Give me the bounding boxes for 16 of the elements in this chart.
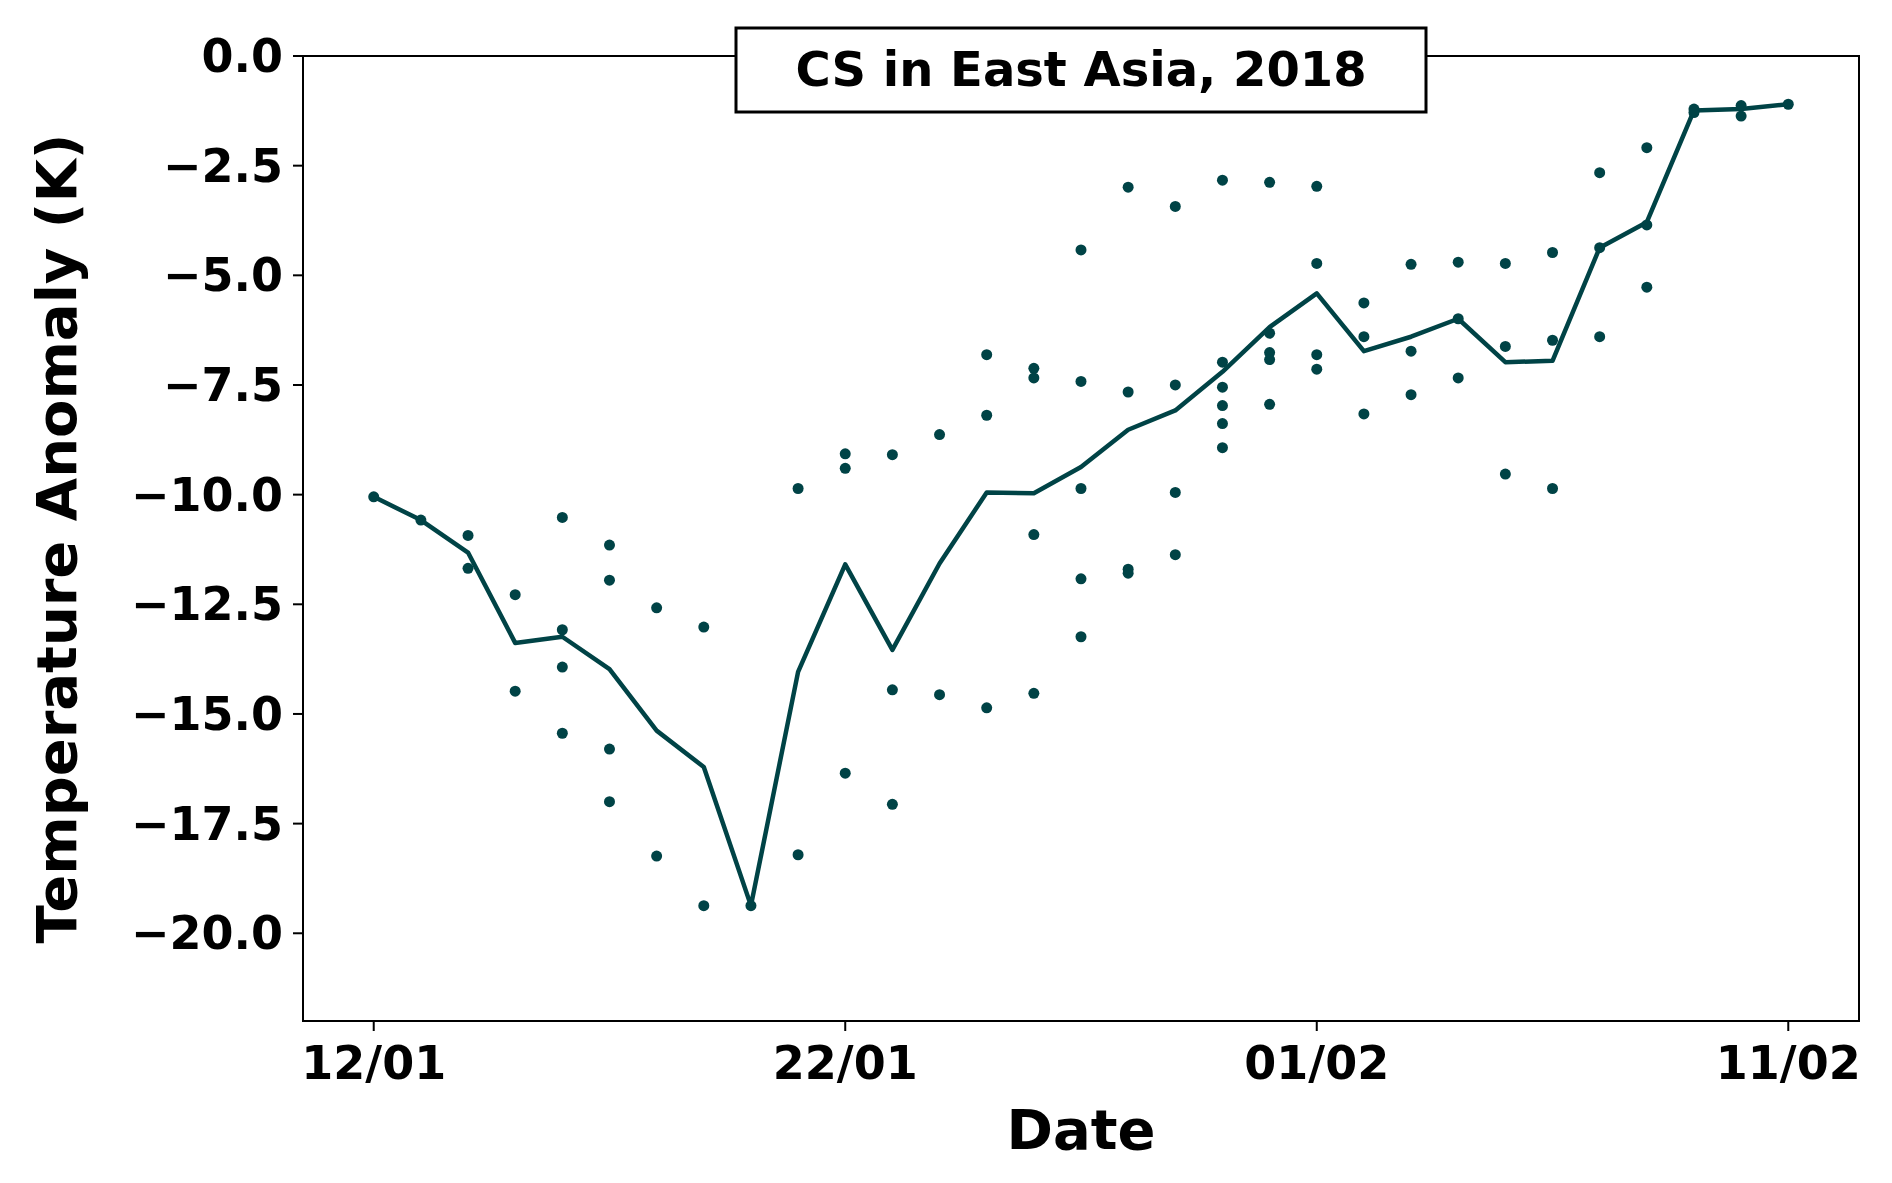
y-tick-label: −15.0 [130, 686, 283, 741]
x-tick-label: 22/01 [772, 1036, 918, 1090]
y-tick-label: −20.0 [130, 906, 283, 961]
x-tick-label: 12/01 [301, 1036, 447, 1090]
x-tick-label: 01/02 [1244, 1036, 1390, 1090]
y-tick-label: −5.0 [162, 248, 283, 303]
y-tick-label: −17.5 [130, 796, 283, 851]
x-tick-label: 11/02 [1715, 1036, 1861, 1090]
y-axis-title: Temperature Anomaly (K) [24, 133, 89, 944]
y-tick-label: −7.5 [162, 357, 283, 412]
y-tick-label: −10.0 [130, 467, 283, 522]
y-tick-label: −2.5 [162, 138, 283, 193]
chart-title: CS in East Asia, 2018 [795, 41, 1367, 97]
y-tick-label: −12.5 [130, 577, 283, 632]
y-tick-label: 0.0 [201, 29, 283, 83]
x-axis-title: Date [1006, 1097, 1156, 1162]
